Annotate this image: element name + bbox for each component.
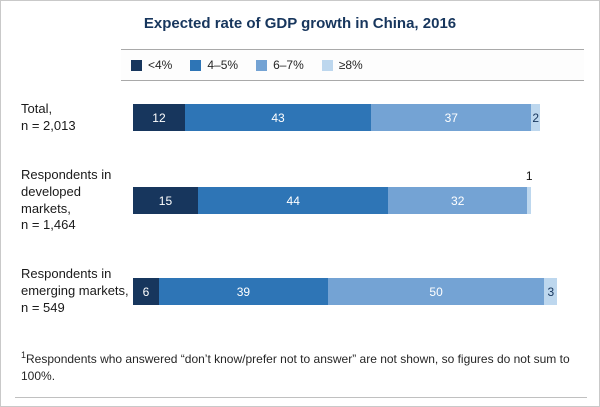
legend: <4% 4–5% 6–7% ≥8%: [121, 49, 584, 81]
legend-label: 6–7%: [273, 58, 304, 72]
bar-segment: [527, 187, 532, 215]
bar-segment-label: 12: [152, 110, 166, 125]
bar-segment: 2: [531, 104, 540, 132]
bar-segment: 50: [327, 278, 545, 306]
bar-segment: 6: [133, 278, 159, 306]
bar-row: Respondents in developed markets, n = 1,46…: [1, 167, 599, 235]
legend-item: 6–7%: [256, 58, 304, 72]
bar-rows: Total, n = 2,013 12 43 37 2 Respondents in deve…: [1, 101, 599, 317]
footnote: 1Respondents who answered “don’t know/pr…: [21, 349, 571, 385]
legend-item: ≥8%: [321, 58, 363, 72]
bar-row: Respondents in emerging markets, n = 549 6 3…: [1, 266, 599, 317]
bar: 12 43 37 2: [133, 104, 566, 132]
legend-item: <4%: [131, 58, 172, 72]
bar-segment-label: 32: [451, 193, 465, 208]
legend-swatch: [131, 59, 142, 71]
chart-title: Expected rate of GDP growth in China, 20…: [143, 15, 457, 32]
bar-segment-label: 3: [547, 284, 555, 299]
bar-segment: 3: [544, 278, 558, 306]
bar: 6 39 50 3: [133, 278, 566, 306]
legend-swatch: [256, 59, 268, 71]
bar-segment-label-outside: 1: [525, 169, 533, 184]
bar-segment-label: 6: [142, 284, 150, 299]
footnote-marker: 1: [21, 350, 27, 361]
bar-segment-label: 39: [236, 284, 251, 299]
row-label: Total, n = 2,013: [21, 101, 76, 133]
legend-label: <4%: [148, 58, 173, 72]
bar-segment: 15: [133, 187, 198, 215]
footer-divider: [15, 396, 587, 398]
bar-segment: 37: [371, 104, 532, 132]
bar-segment: 32: [388, 187, 527, 215]
bar-segment-label: 37: [444, 110, 458, 125]
legend-swatch: [190, 59, 202, 71]
bar-segment: 44: [197, 187, 389, 215]
bar-segment-label: 15: [158, 193, 173, 208]
footnote-text: Respondents who answered “don’t know/pre…: [21, 352, 570, 383]
row-label: Respondents in emerging markets, n = 549: [21, 266, 129, 316]
legend-item: 4–5%: [190, 58, 238, 72]
bar: 15 44 32 1: [133, 169, 566, 215]
legend-label: ≥8%: [338, 58, 363, 72]
bar-segment-label: 50: [429, 284, 443, 299]
mckinsey-logo: McKinsey&Company: [17, 406, 599, 407]
bar-segment: 12: [133, 104, 185, 132]
bar-segment-label: 44: [286, 193, 300, 208]
bar-row: Total, n = 2,013 12 43 37 2: [1, 101, 599, 135]
legend-label: 4–5%: [207, 58, 239, 72]
legend-swatch: [321, 59, 333, 71]
bar-segment: 39: [158, 278, 328, 306]
row-label: Respondents in developed markets, n = 1,46…: [21, 166, 112, 233]
bar-segment-label: 43: [271, 110, 285, 125]
bar-segment-label: 2: [532, 110, 540, 125]
bar-segment: 43: [184, 104, 372, 132]
